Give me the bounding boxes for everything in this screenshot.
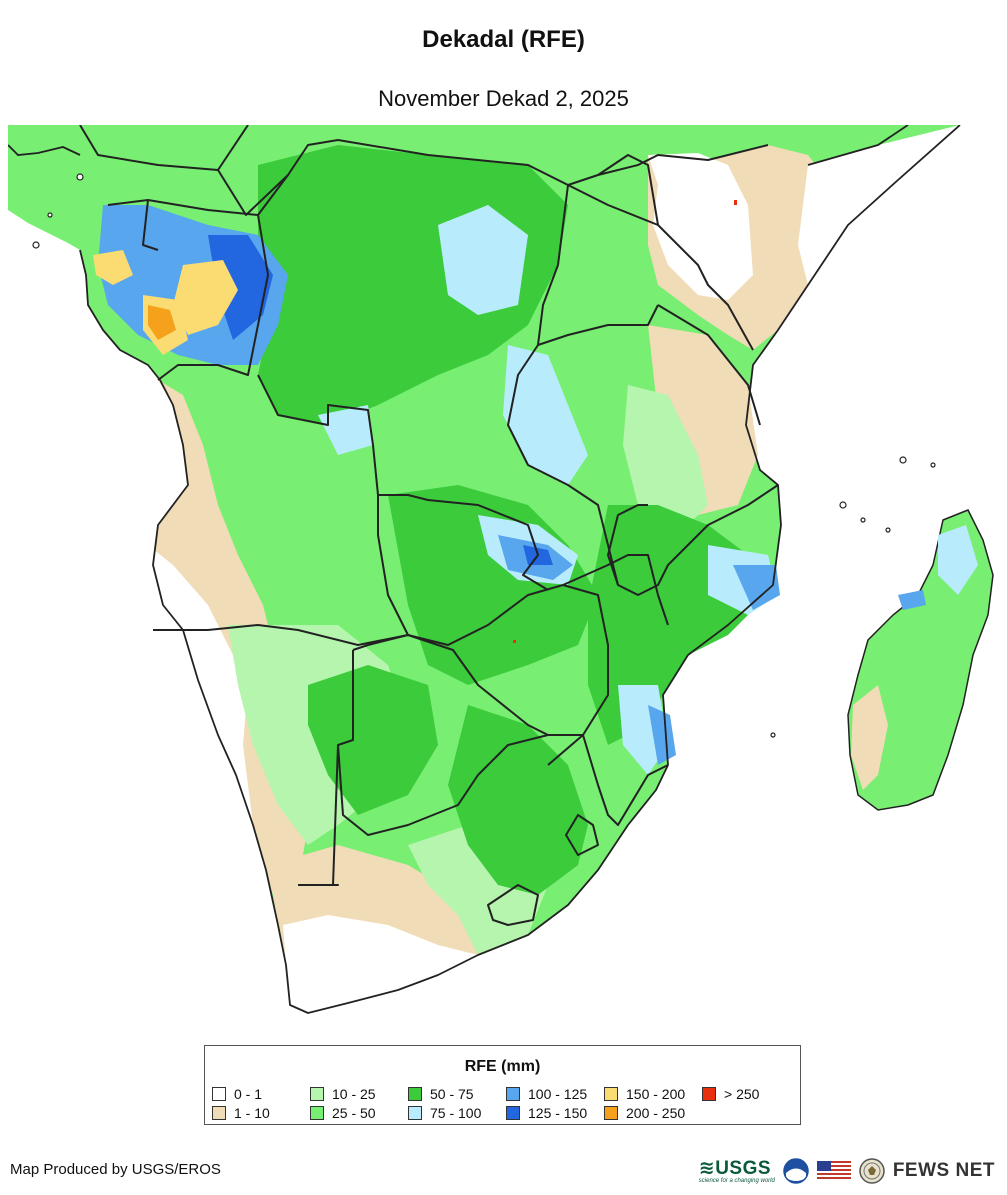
legend-swatch (310, 1086, 324, 1101)
legend-label: 1 - 10 (234, 1104, 270, 1121)
mozambique-south-blue (648, 705, 676, 765)
legend-label: 50 - 75 (430, 1085, 474, 1102)
gabon-yellow-a (173, 260, 238, 335)
legend-label: 10 - 25 (332, 1085, 376, 1102)
map-title: Dekadal (RFE) (422, 26, 585, 53)
legend-swatch (212, 1086, 226, 1101)
legend-item: 100 - 125 (506, 1084, 604, 1103)
legend-swatch (408, 1105, 422, 1120)
legend-label: > 250 (724, 1085, 760, 1102)
south-africa-east-rain (448, 705, 588, 895)
coastline (79, 125, 961, 1014)
gabon-yellow-b (93, 250, 133, 285)
usgs-label: ≋USGS (698, 1157, 772, 1179)
rainfall-map (8, 125, 1000, 1030)
legend-item: 50 - 75 (408, 1084, 506, 1103)
horn-dry-core (648, 153, 753, 300)
madagascar-blue (898, 590, 926, 610)
legend: RFE (mm) 0 - 1 1 - 10 10 - 25 25 - 50 50 - 7… (204, 1045, 801, 1125)
country-borders (79, 125, 779, 926)
somalia-coast-dry (798, 125, 960, 285)
legend-item: 125 - 150 (506, 1103, 604, 1122)
legend-title: RFE (mm) (464, 1058, 541, 1075)
fews-net-logo: FEWS NET (892, 1160, 995, 1181)
usgs-logo: ≋USGS science for a changing world (699, 1159, 775, 1184)
legend-label: 150 - 200 (626, 1085, 686, 1102)
us-flag-icon (816, 1161, 851, 1181)
legend-label: 200 - 250 (626, 1104, 686, 1121)
legend-item: 200 - 250 (604, 1103, 702, 1122)
legend-swatch (506, 1105, 520, 1120)
legend-label: 100 - 125 (528, 1085, 588, 1102)
islands (32, 173, 936, 738)
legend-item: 75 - 100 (408, 1103, 506, 1122)
legend-swatch (702, 1086, 716, 1101)
west-africa-coast (8, 144, 81, 156)
ethiopia-red-pixel (734, 200, 737, 205)
legend-swatch (604, 1086, 618, 1101)
legend-label: 75 - 100 (430, 1104, 482, 1121)
logo-bar: ≋USGS science for a changing world FEWS … (699, 1154, 995, 1188)
legend-label: 125 - 150 (528, 1104, 588, 1121)
legend-item: 10 - 25 (310, 1084, 408, 1103)
madagascar-east-light-blue (938, 525, 978, 595)
legend-swatch (408, 1086, 422, 1101)
legend-item: 150 - 200 (604, 1084, 702, 1103)
map-credit: Map Produced by USGS/EROS (10, 1161, 221, 1178)
map-subtitle: November Dekad 2, 2025 (378, 86, 629, 111)
legend-swatch (604, 1105, 618, 1120)
noaa-icon (783, 1158, 809, 1184)
usgs-tagline: science for a changing world (698, 1177, 775, 1184)
angola-light-blue (318, 405, 373, 455)
legend-label: 0 - 1 (234, 1085, 263, 1102)
legend-label: 25 - 50 (332, 1104, 376, 1121)
legend-swatch (506, 1086, 520, 1101)
state-department-seal-icon (859, 1158, 885, 1184)
zimbabwe-red-pixel (513, 640, 516, 643)
madagascar-west-dry (851, 685, 888, 790)
lake-region-light-blue (503, 345, 588, 485)
legend-grid: 0 - 1 1 - 10 10 - 25 25 - 50 50 - 75 75 - 100… (212, 1084, 782, 1122)
western-cape-dry-core (283, 915, 478, 1013)
legend-item: 0 - 1 (212, 1084, 310, 1103)
legend-swatch (310, 1105, 324, 1120)
legend-item: > 250 (702, 1084, 782, 1103)
congo-light-blue (438, 205, 528, 315)
mozambique-blue (733, 565, 780, 610)
gabon-orange (148, 305, 176, 340)
mozambique-south-light-blue (618, 685, 668, 775)
legend-item: 1 - 10 (212, 1103, 310, 1122)
gulf-of-aden-coast (807, 125, 909, 166)
legend-item: 25 - 50 (310, 1103, 408, 1122)
legend-swatch (212, 1105, 226, 1120)
